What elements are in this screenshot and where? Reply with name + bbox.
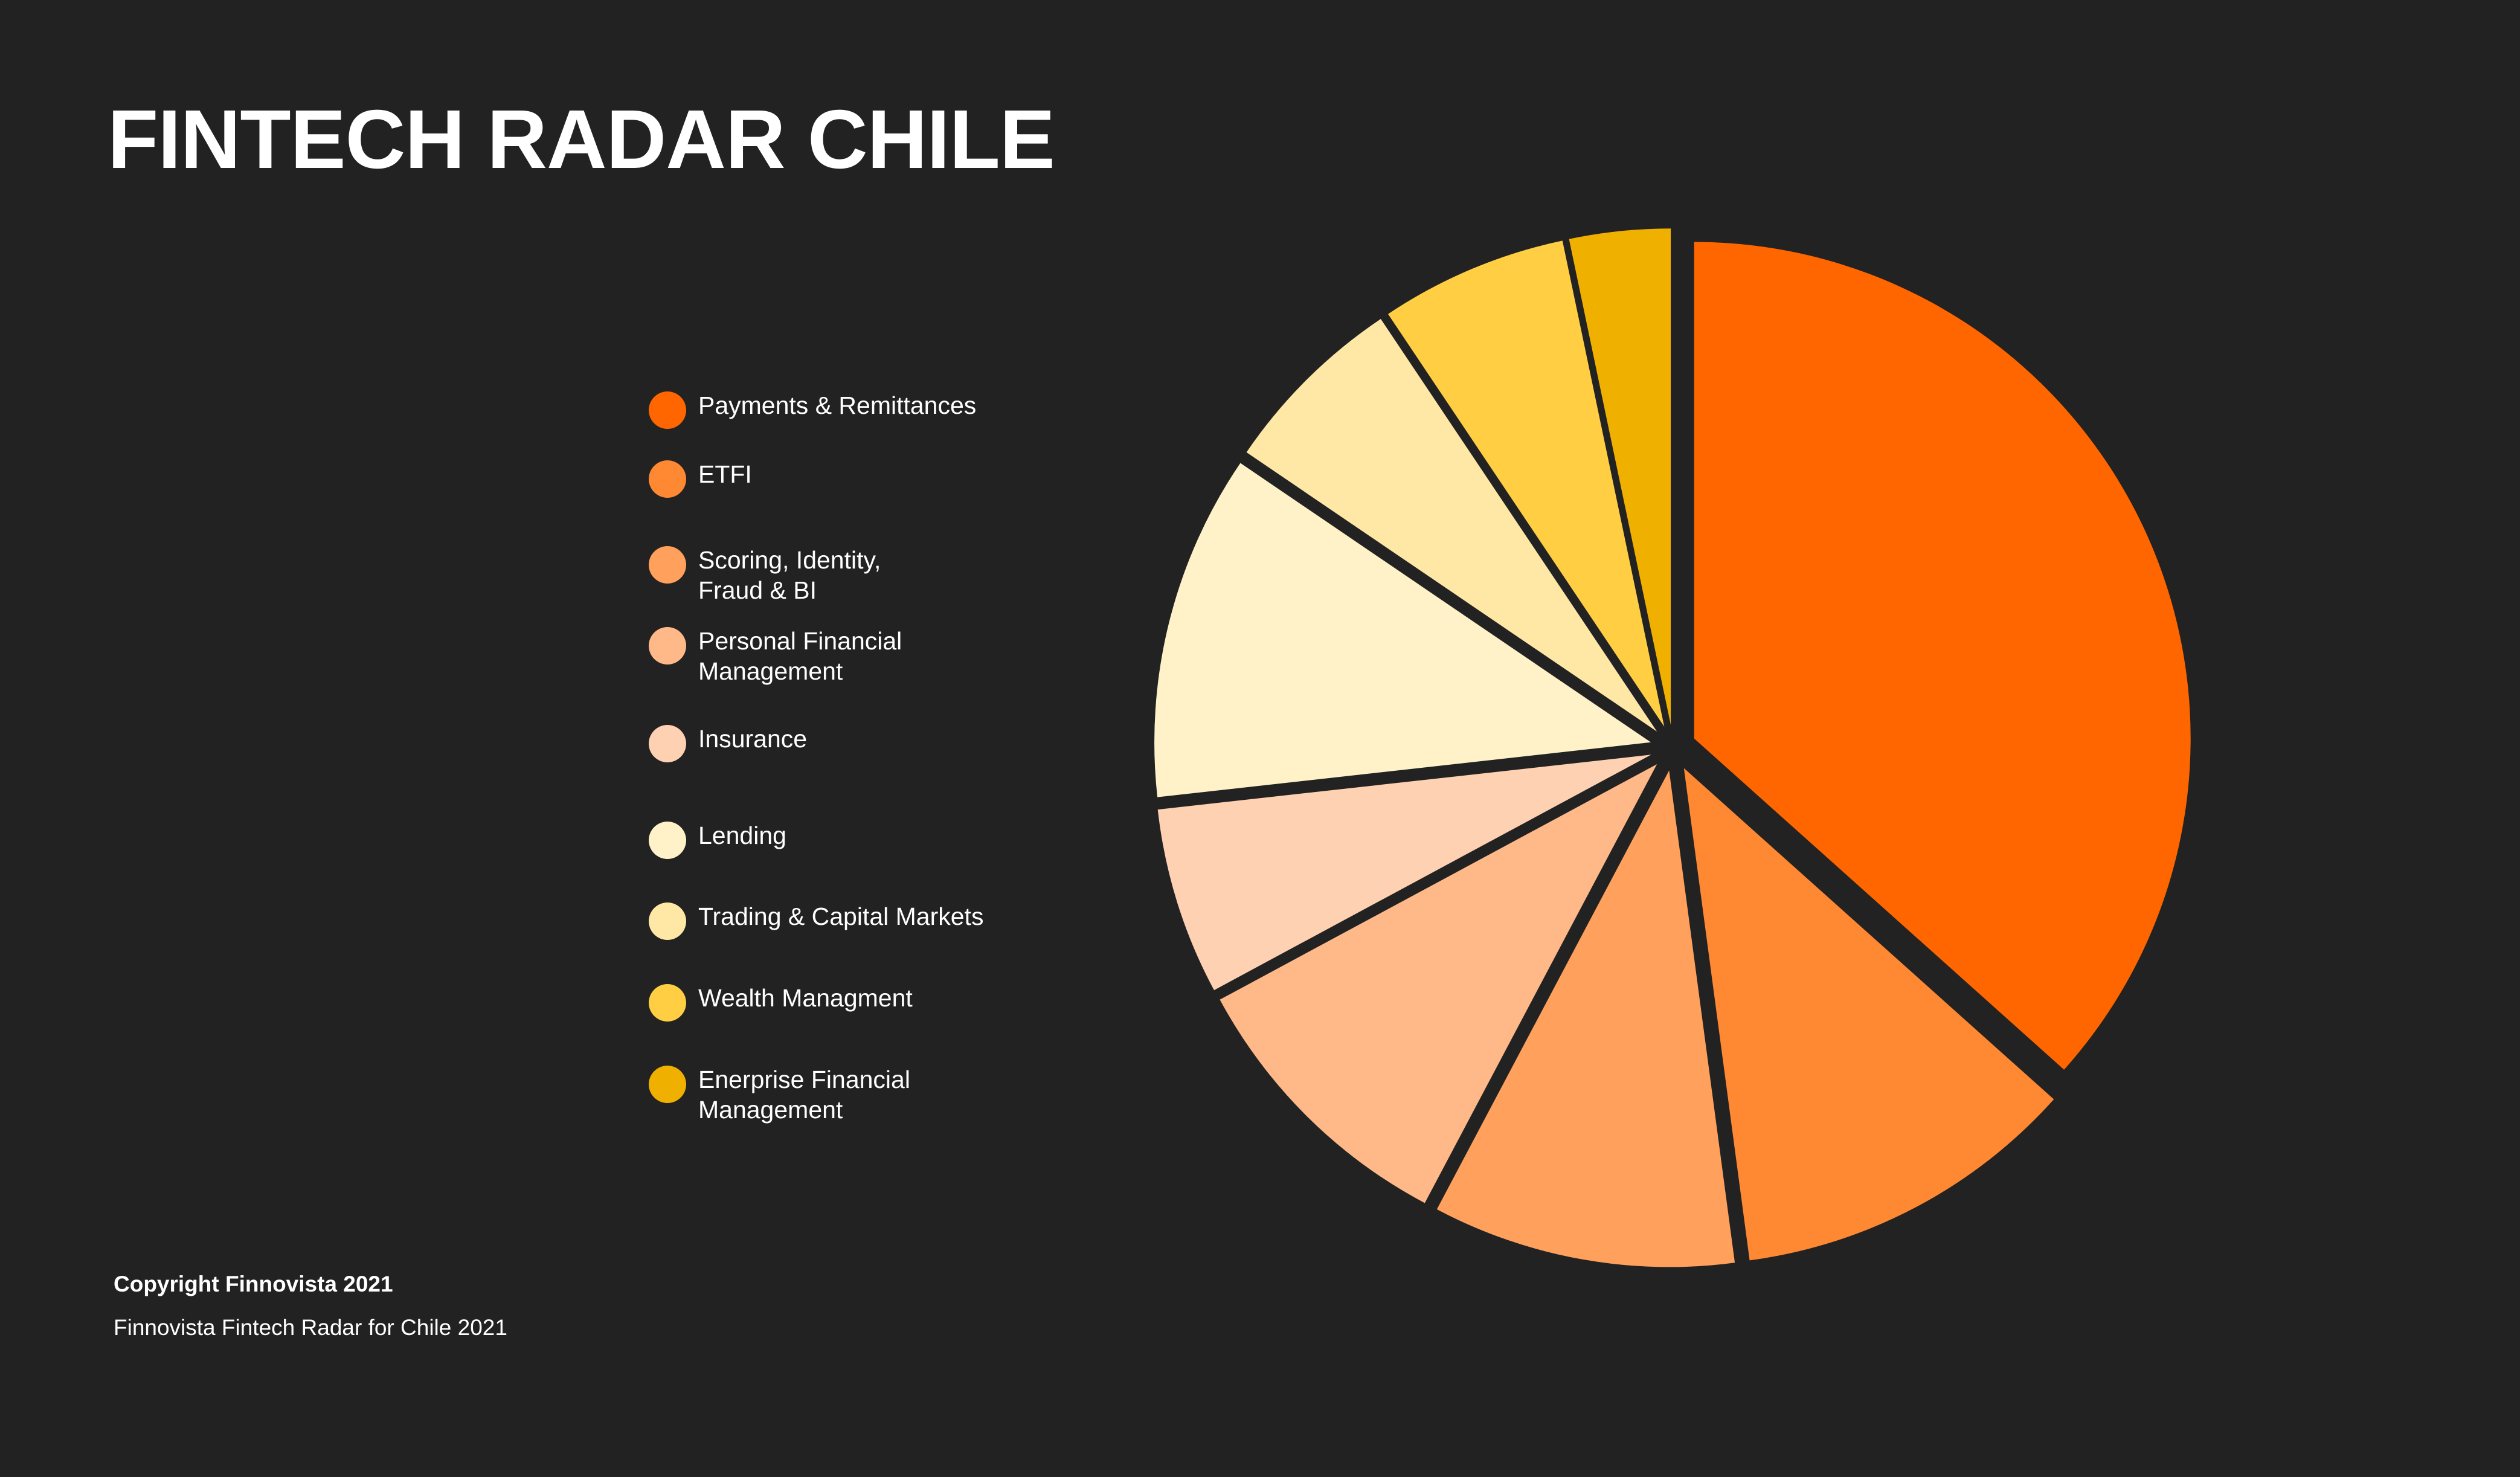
legend-swatch bbox=[649, 391, 686, 429]
legend-swatch bbox=[649, 903, 686, 940]
legend-swatch bbox=[649, 627, 686, 664]
legend-item: Insurance bbox=[649, 724, 807, 762]
legend-swatch bbox=[649, 546, 686, 584]
pie-slice bbox=[1683, 768, 2054, 1261]
legend-label: Enerprise Financial Management bbox=[698, 1066, 910, 1124]
legend-label: Personal Financial Management bbox=[698, 627, 902, 685]
pie-slice bbox=[1154, 463, 1651, 797]
pie-slice bbox=[1569, 228, 1671, 726]
legend-item: Enerprise Financial Management bbox=[649, 1064, 910, 1125]
page-title: FINTECH RADAR CHILE bbox=[108, 93, 1055, 186]
legend-label: Payments & Remittances bbox=[698, 391, 977, 419]
legend-item: Payments & Remittances bbox=[649, 390, 976, 429]
source-text: Finnovista Fintech Radar for Chile 2021 bbox=[114, 1315, 507, 1340]
legend-swatch bbox=[649, 822, 686, 859]
legend-label: Trading & Capital Markets bbox=[698, 903, 984, 930]
legend-item: ETFI bbox=[649, 459, 752, 498]
pie-slice bbox=[1220, 764, 1657, 1203]
pie-slice bbox=[1436, 770, 1735, 1267]
legend-label: Lending bbox=[698, 822, 786, 849]
legend-item: Trading & Capital Markets bbox=[649, 901, 983, 940]
pie-slice bbox=[1388, 240, 1665, 727]
copyright-text: Copyright Finnovista 2021 bbox=[114, 1272, 393, 1296]
pie-slice bbox=[1694, 242, 2191, 1070]
legend-item: Lending bbox=[649, 820, 786, 859]
legend-item: Wealth Managment bbox=[649, 983, 913, 1022]
legend-item: Personal Financial Management bbox=[649, 626, 902, 686]
legend-label: Scoring, Identity, Fraud & BI bbox=[698, 546, 881, 604]
pie-slice bbox=[1157, 755, 1651, 991]
legend-label: Wealth Managment bbox=[698, 984, 913, 1012]
legend-label: Insurance bbox=[698, 725, 808, 753]
legend-label: ETFI bbox=[698, 460, 752, 488]
legend-swatch bbox=[649, 460, 686, 498]
legend-swatch bbox=[649, 725, 686, 762]
legend-swatch bbox=[649, 984, 686, 1022]
pie-slice bbox=[1246, 319, 1657, 732]
legend-item: Scoring, Identity, Fraud & BI bbox=[649, 545, 881, 605]
legend-swatch bbox=[649, 1066, 686, 1103]
